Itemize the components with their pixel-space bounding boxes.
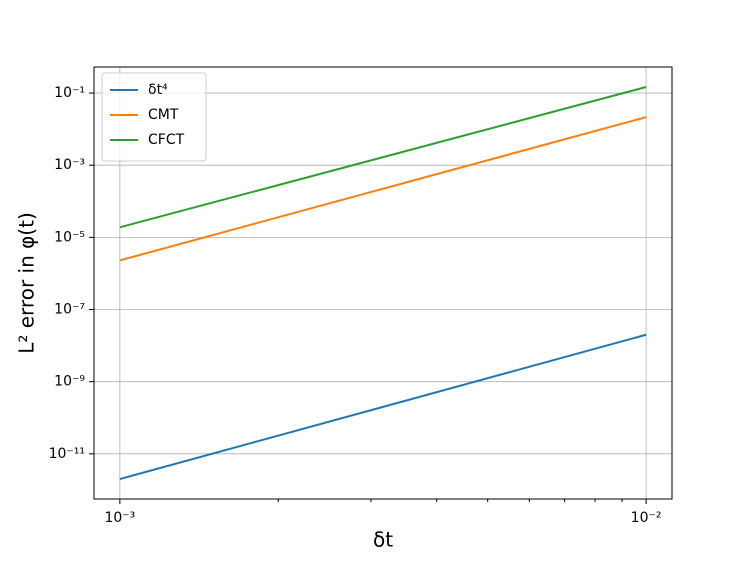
series-line [119, 116, 647, 262]
series-line [119, 86, 647, 229]
x-tick-label: 10⁻² [631, 510, 662, 526]
legend-label: CFCT [148, 132, 185, 148]
y-tick-label: 10⁻⁷ [54, 302, 85, 318]
legend-label: CMT [148, 107, 179, 123]
y-tick-label: 10⁻³ [54, 157, 85, 173]
legend-label: δt⁴ [148, 82, 168, 98]
x-tick-label: 10⁻³ [104, 510, 135, 526]
x-axis-label: δt [373, 528, 393, 552]
series-line [119, 333, 647, 481]
y-tick-label: 10⁻¹ [54, 85, 85, 101]
plot-frame [93, 66, 673, 500]
y-tick-label: 10⁻⁵ [54, 229, 85, 245]
y-tick-label: 10⁻¹¹ [49, 446, 85, 462]
y-axis-label: L² error in φ(t) [15, 212, 39, 354]
y-tick-label: 10⁻⁹ [54, 374, 85, 390]
